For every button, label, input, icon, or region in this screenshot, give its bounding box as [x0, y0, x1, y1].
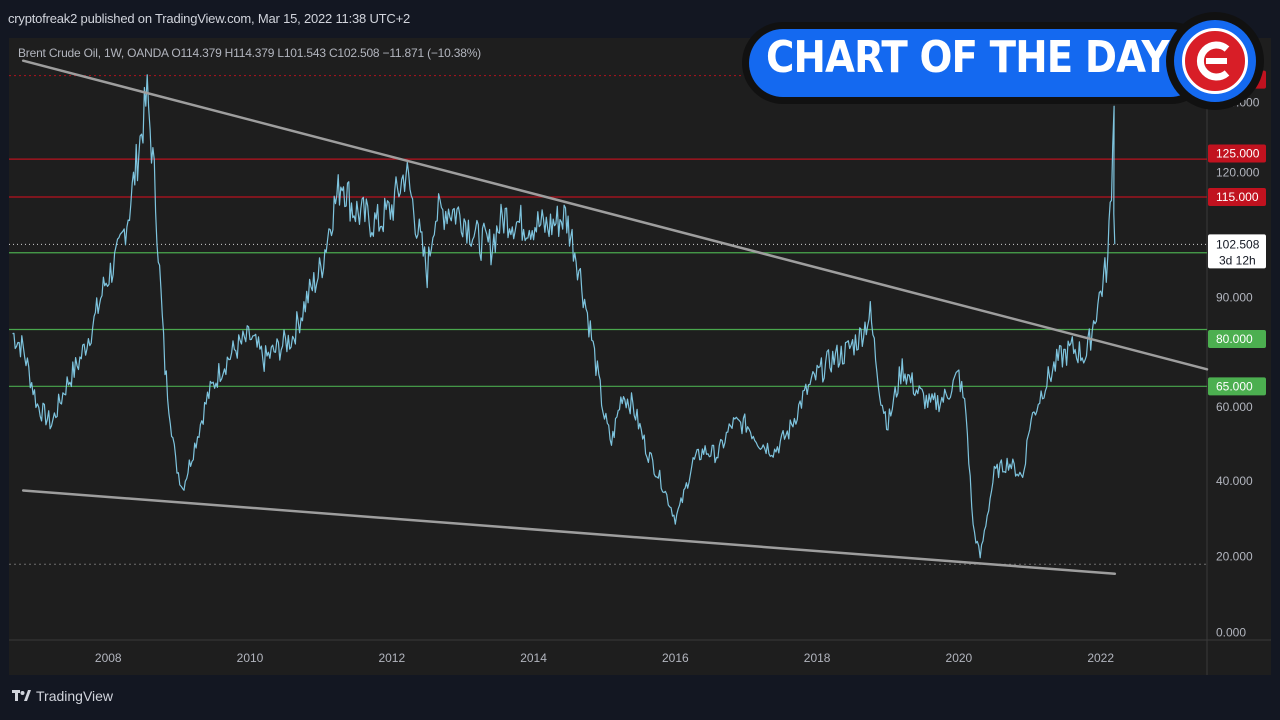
x-tick-2010: 2010 — [237, 651, 264, 665]
publish-info: cryptofreak2 published on TradingView.co… — [8, 11, 410, 26]
tradingview-icon — [12, 690, 31, 701]
y-label-3: 60.000 — [1216, 400, 1253, 414]
y-label-9: 115.000 — [1216, 190, 1259, 204]
c-logo-icon — [1182, 28, 1248, 94]
y-label-bg-8 — [1208, 234, 1266, 269]
y-label-2: 40.000 — [1216, 474, 1253, 488]
top-bar: cryptofreak2 published on TradingView.co… — [0, 0, 1280, 38]
y-label-5: 80.000 — [1216, 332, 1253, 346]
badge-text: CHART OF THE DAY — [766, 32, 1170, 83]
y-label-11: 125.000 — [1216, 146, 1260, 160]
y-label-bg-4 — [1208, 377, 1266, 396]
y-label-4: 65.000 — [1216, 379, 1253, 393]
x-tick-2018: 2018 — [804, 651, 831, 665]
y-label-bg-11 — [1208, 144, 1266, 163]
x-tick-2012: 2012 — [378, 651, 405, 665]
price-series-line — [12, 74, 1116, 559]
trend-line-lower — [21, 489, 1117, 575]
x-tick-2022: 2022 — [1087, 651, 1114, 665]
y-label-bg-9 — [1208, 188, 1266, 207]
bottom-bar — [0, 675, 1280, 720]
y-label-0: 0.000 — [1216, 625, 1246, 639]
y-sublabel-8: 3d 12h — [1219, 253, 1256, 267]
x-tick-2008: 2008 — [95, 651, 122, 665]
trend-line-upper — [21, 59, 1209, 371]
x-tick-2016: 2016 — [662, 651, 689, 665]
y-label-6: 90.000 — [1216, 290, 1253, 304]
chart-of-the-day-badge: CHART OF THE DAY — [742, 12, 1264, 110]
x-tick-2020: 2020 — [946, 651, 973, 665]
tradingview-label: TradingView — [36, 688, 114, 704]
y-label-8: 102.508 — [1216, 237, 1260, 251]
y-label-bg-5 — [1208, 330, 1266, 348]
y-label-1: 20.000 — [1216, 550, 1253, 564]
tradingview-logo[interactable]: TradingView — [12, 688, 113, 704]
badge-inner — [749, 29, 1204, 97]
x-tick-2014: 2014 — [520, 651, 547, 665]
y-label-10: 120.000 — [1216, 165, 1260, 179]
symbol-legend: Brent Crude Oil, 1W, OANDA O114.379 H114… — [18, 46, 481, 60]
